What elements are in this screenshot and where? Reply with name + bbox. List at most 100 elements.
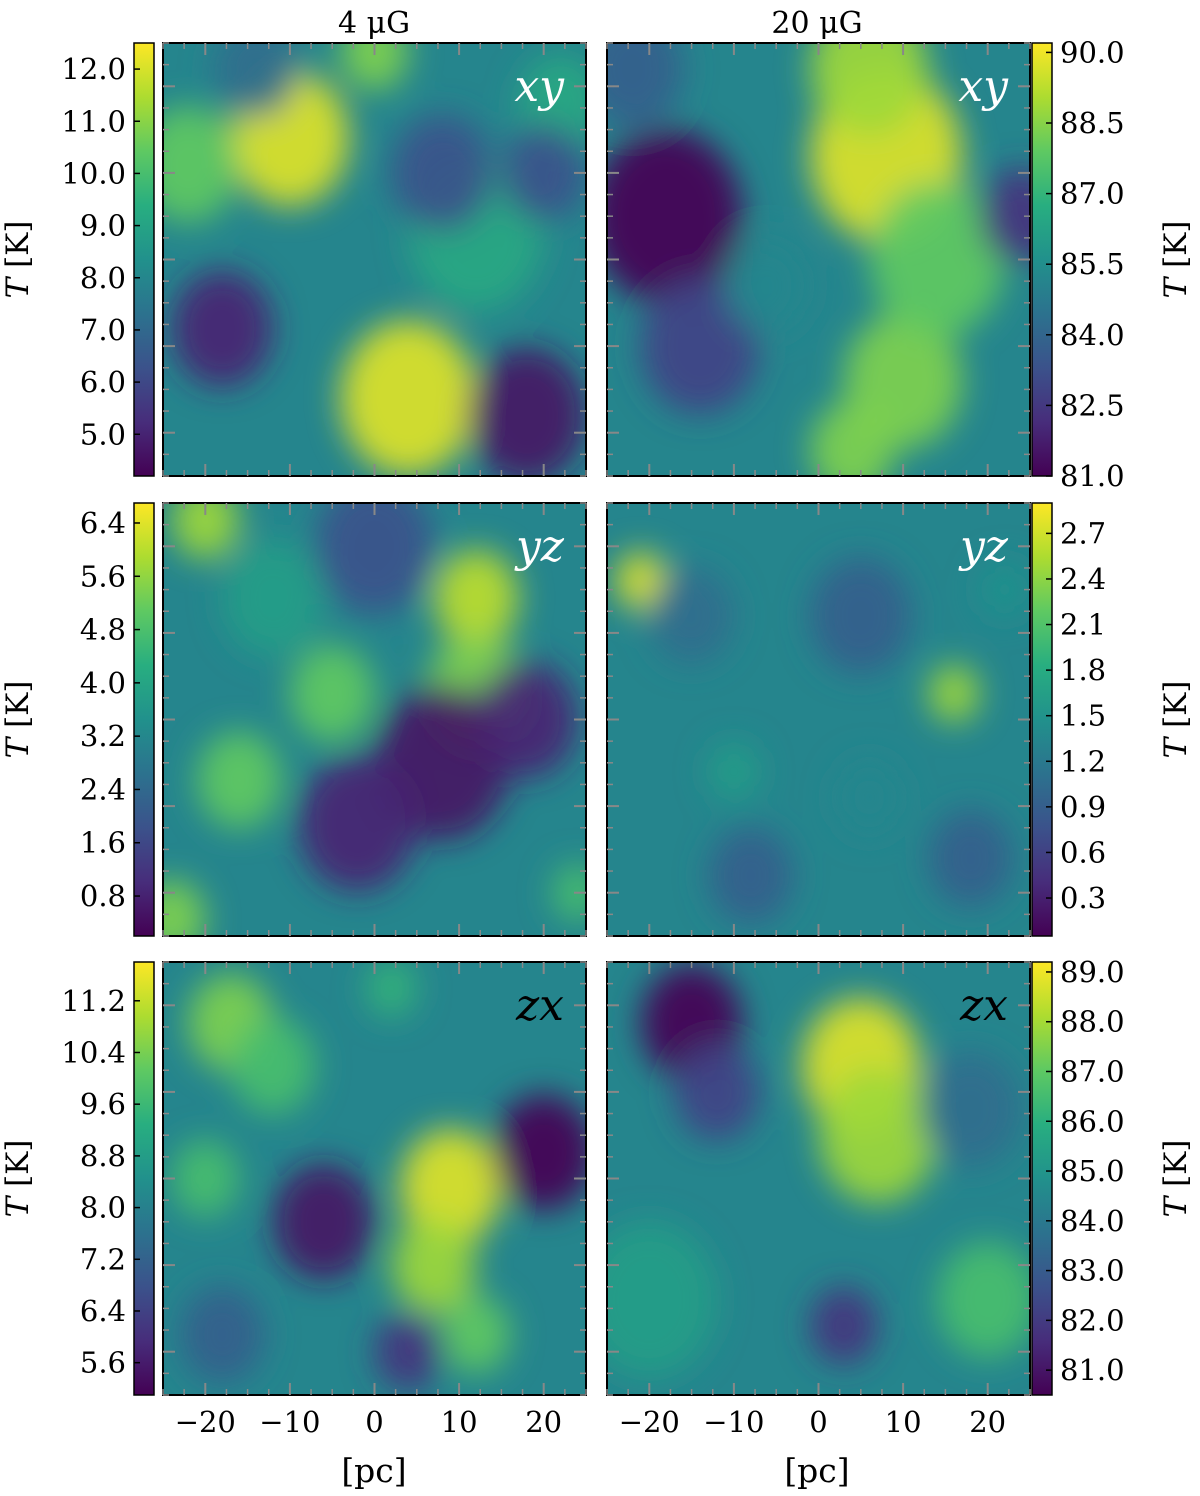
heatmap-cell	[936, 1241, 1030, 1359]
projection-label: yz	[514, 521, 565, 572]
column-title-left: 4 μG	[338, 6, 410, 41]
heatmap-cell	[213, 43, 299, 118]
colorbar-tick-label: 4.0	[80, 666, 126, 700]
colorbar-tick-label: 87.0	[1060, 1054, 1125, 1088]
heatmap-cell	[920, 1050, 1022, 1168]
colorbar-gradient	[133, 961, 155, 1396]
heatmap-cell	[607, 128, 743, 304]
panel-yz-strong-field: yz 0.3 0.6 0.9 1.2 1.5 1.8 2.1 2.4 2.7 T [K]	[606, 502, 1194, 937]
heatmap-cell	[607, 43, 684, 128]
heatmap-cell	[366, 962, 417, 1018]
heatmap-cell	[298, 755, 417, 892]
x-tick-label: −10	[259, 1405, 320, 1439]
colorbar-left: 5.6 6.4 7.2 8.0 8.8 9.6 10.4 11.2 T [K]	[0, 961, 155, 1396]
heatmap-cell	[810, 1286, 878, 1365]
heatmap-cell	[442, 1295, 510, 1374]
projection-label: zx	[959, 980, 1008, 1031]
colorbar-tick-label: 87.0	[1060, 177, 1125, 211]
heatmap-cell	[196, 731, 282, 829]
column-title-right: 20 μG	[771, 6, 862, 41]
colorbar-tick-label: 82.0	[1060, 1303, 1125, 1337]
colorbar-left: 0.8 1.6 2.4 3.2 4.0 4.8 5.6 6.4 T [K]	[0, 502, 155, 937]
heatmap-cell	[640, 277, 760, 415]
heatmap-cell	[340, 43, 409, 91]
heatmap-cell	[708, 742, 760, 801]
x-tick-label: 20	[969, 1405, 1006, 1439]
x-tick-label: −20	[619, 1405, 680, 1439]
x-tick-label: 10	[441, 1405, 478, 1439]
colorbar-right: 81.0 82.0 83.0 84.0 85.0 86.0 87.0 88.0 89.0 T [K…	[1031, 955, 1194, 1396]
heatmap-cell	[391, 114, 493, 232]
colorbar-right: 81.0 82.5 84.0 85.5 87.0 88.5 90.0 T [K]	[1031, 35, 1194, 493]
colorbar-tick-label: 84.0	[1060, 318, 1125, 352]
colorbar-tick-label: 2.4	[1060, 562, 1106, 596]
colorbar-label: T [K]	[1158, 221, 1194, 299]
colorbar-tick-label: 88.0	[1060, 1005, 1125, 1039]
colorbar-tick-label: 82.5	[1060, 388, 1125, 422]
heatmap-cell	[928, 664, 980, 723]
colorbar-gradient	[133, 502, 155, 937]
heatmap-cell	[467, 347, 586, 476]
colorbar-tick-label: 0.9	[1060, 790, 1106, 824]
colorbar-tick-label: 12.0	[61, 52, 126, 86]
colorbar-tick-label: 5.0	[80, 417, 126, 451]
colorbar-tick-label: 3.2	[80, 719, 126, 753]
heatmap-cell	[163, 879, 206, 936]
colorbar-left: 5.0 6.0 7.0 8.0 9.0 10.0 11.0 12.0 T [K]	[0, 42, 155, 477]
heatmap-cell	[230, 1017, 316, 1115]
colorbar-tick-label: 10.4	[61, 1035, 126, 1069]
colorbar-tick-label: 9.6	[80, 1087, 126, 1121]
heatmap-cell	[979, 167, 1030, 265]
colorbar-tick-label: 83.0	[1060, 1254, 1125, 1288]
heatmap-cell	[607, 1221, 717, 1378]
heatmap-cell	[979, 560, 1030, 619]
heatmap-cell	[171, 270, 273, 388]
heatmap-cell	[476, 661, 578, 778]
x-tick-label: −20	[175, 1405, 236, 1439]
x-axis-label-right: [pc]	[784, 1451, 849, 1490]
colorbar-tick-label: 8.0	[80, 261, 126, 295]
heatmap-cell	[171, 1139, 240, 1218]
heatmap-cell	[399, 1128, 502, 1246]
heatmap-cell	[374, 1312, 443, 1391]
heatmap-cell	[928, 809, 1014, 907]
colorbar-tick-label: 81.0	[1060, 459, 1125, 493]
colorbar-tick-label: 86.0	[1060, 1104, 1125, 1138]
colorbar-label: T [K]	[1158, 681, 1194, 759]
colorbar-tick-label: 2.4	[80, 772, 126, 806]
colorbar-tick-label: 5.6	[80, 559, 126, 593]
colorbar-tick-label: 1.2	[1060, 744, 1106, 778]
panel-zx-strong-field: −20 −10 0 10 20 zx 81.0 82.0 83.0 84.0 85.0 86.0 87.…	[606, 955, 1194, 1439]
colorbar-tick-label: 8.0	[80, 1191, 126, 1225]
colorbar-tick-label: 85.0	[1060, 1154, 1125, 1188]
heatmap-cell	[315, 503, 434, 615]
colorbar-right: 0.3 0.6 0.9 1.2 1.5 1.8 2.1 2.4 2.7 T [K]	[1031, 502, 1194, 937]
heatmap-cell	[163, 105, 240, 223]
colorbar-tick-label: 11.2	[61, 984, 126, 1018]
x-tick-label: −10	[703, 1405, 764, 1439]
x-axis-label-left: [pc]	[341, 1451, 406, 1490]
colorbar-tick-label: 6.4	[80, 1294, 126, 1328]
heatmap-cell	[340, 320, 477, 476]
colorbar-tick-label: 5.6	[80, 1346, 126, 1380]
colorbar-tick-label: 81.0	[1060, 1353, 1125, 1387]
heatmap-cell	[835, 758, 904, 837]
colorbar-label: T [K]	[0, 681, 36, 759]
projection-label: xy	[958, 61, 1009, 112]
colorbar-tick-label: 11.0	[61, 104, 126, 138]
projection-label: yz	[958, 521, 1009, 572]
heatmap-cell	[501, 124, 586, 222]
colorbar-tick-label: 85.5	[1060, 247, 1125, 281]
colorbar-tick-label: 1.8	[1060, 653, 1106, 687]
colorbar-tick-label: 7.2	[80, 1242, 126, 1276]
colorbar-tick-label: 88.5	[1060, 106, 1125, 140]
colorbar-tick-label: 6.0	[80, 365, 126, 399]
heatmap-cell	[810, 557, 912, 674]
colorbar-label: T [K]	[1158, 1140, 1194, 1218]
heatmap-cell	[725, 236, 811, 335]
colorbar-tick-label: 84.0	[1060, 1204, 1125, 1238]
colorbar-gradient	[1031, 42, 1053, 477]
panel-yz-weak-field: yz 0.8 1.6 2.4 3.2 4.0 4.8 5.6 6.4 T [K]	[0, 502, 587, 937]
colorbar-tick-label: 90.0	[1060, 35, 1125, 69]
colorbar-tick-label: 7.0	[80, 313, 126, 347]
